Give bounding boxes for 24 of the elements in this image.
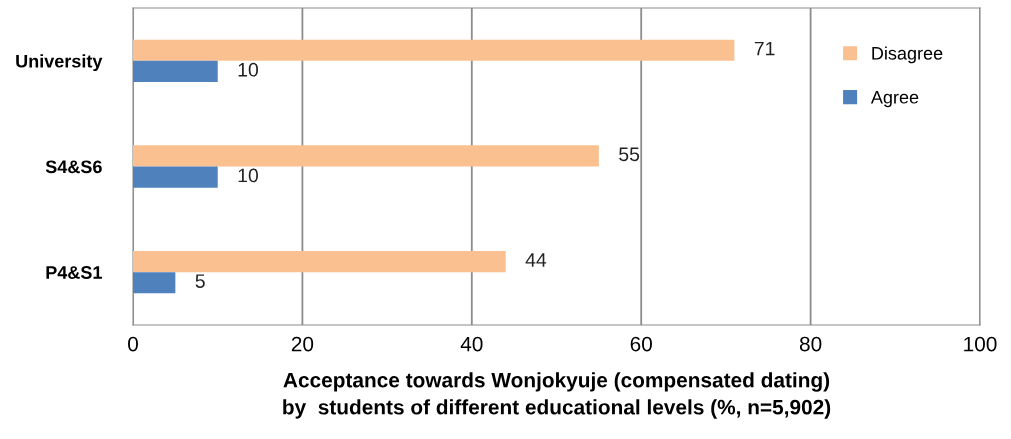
x-tick-label: 100: [964, 336, 997, 352]
data-label: 55: [619, 147, 640, 162]
bar: [133, 166, 218, 188]
y-tick-label: S4&S6: [45, 160, 102, 174]
x-tick-label: 80: [799, 336, 822, 352]
y-tick-label: P4&S1: [46, 266, 102, 279]
x-axis-title: Acceptance towards Wonjokyuje (compensated dating) by students of different educational levels (%, n=5,902): [283, 372, 831, 419]
data-label: 5: [195, 274, 205, 288]
legend-label: Disagree: [872, 46, 943, 64]
data-label: 71: [754, 41, 775, 56]
bar: [133, 39, 735, 61]
data-label: 44: [525, 253, 547, 267]
bar: [133, 60, 218, 82]
x-tick-label: 20: [291, 336, 314, 352]
legend-label: Agree: [870, 91, 919, 108]
bar: [133, 251, 506, 273]
data-label: 10: [238, 168, 259, 183]
x-tick-label: 40: [460, 336, 483, 352]
x-tick-label: 0: [128, 336, 138, 352]
y-tick-label: University: [16, 54, 103, 72]
data-label: 10: [238, 62, 259, 77]
bar: [133, 272, 176, 294]
x-tick-label: 60: [630, 336, 652, 352]
bar: [133, 145, 599, 167]
